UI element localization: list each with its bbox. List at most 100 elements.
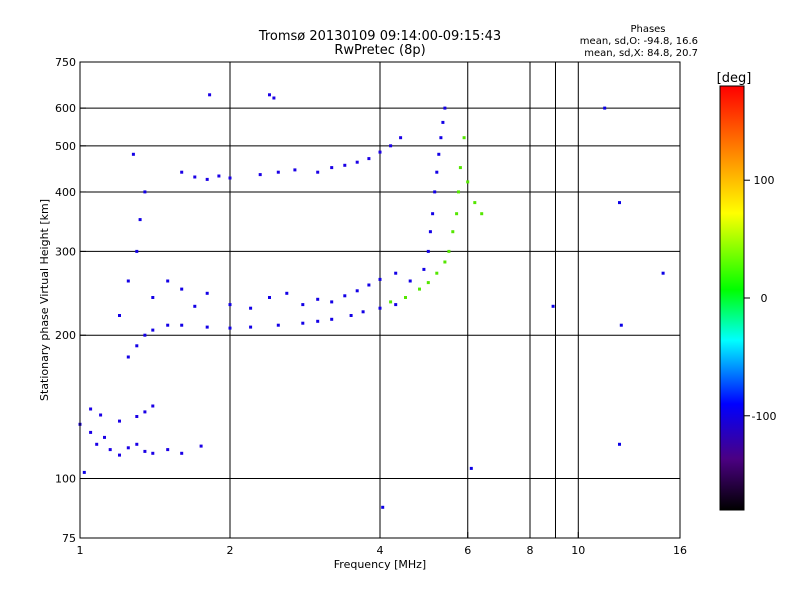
data-point: [193, 175, 197, 179]
data-point: [443, 106, 447, 110]
y-tick-label: 400: [55, 186, 76, 199]
data-point: [143, 190, 147, 194]
data-point: [82, 470, 86, 474]
x-tick-label: 1: [77, 544, 84, 557]
colorbar-tick-label: -100: [752, 410, 777, 423]
colorbar: [719, 85, 745, 511]
data-point: [108, 448, 112, 452]
chart-subtitle: RwPretec (8p): [334, 43, 425, 58]
data-point: [618, 201, 621, 205]
data-point: [426, 249, 430, 253]
data-point: [135, 415, 139, 418]
data-point: [431, 212, 435, 216]
colorbar-ticks: 100 0 -100: [744, 174, 776, 423]
data-point: [180, 323, 184, 327]
data-point: [469, 466, 473, 470]
data-point: [399, 136, 403, 140]
data-point: [89, 430, 93, 434]
colorbar-tick-label: 0: [761, 292, 768, 305]
data-point: [151, 296, 155, 299]
grid-layer: [80, 62, 680, 538]
data-point: [272, 96, 276, 100]
data-point: [418, 287, 421, 291]
data-point: [480, 212, 484, 216]
data-point: [455, 212, 459, 216]
data-point: [394, 303, 398, 307]
y-axis-label: Stationary phase Virtual Height [km]: [38, 199, 51, 401]
data-point: [349, 314, 353, 317]
data-point: [443, 260, 447, 264]
data-point: [205, 291, 209, 295]
data-point: [355, 289, 359, 293]
data-point: [166, 279, 170, 283]
y-tick-label: 300: [55, 245, 76, 258]
data-point: [276, 323, 280, 327]
data-point: [180, 451, 184, 455]
data-point: [433, 190, 437, 194]
data-point: [428, 230, 432, 234]
x-tick-label: 2: [227, 544, 234, 557]
data-point: [389, 144, 393, 148]
data-point: [618, 442, 621, 446]
data-point: [361, 310, 365, 314]
colorbar-tick-label: 100: [754, 174, 775, 187]
annotation-line-o: mean, sd,O: -94.8, 16.6: [580, 36, 698, 47]
y-tick-label: 200: [55, 329, 76, 342]
x-axis-label: Frequency [MHz]: [334, 558, 426, 571]
data-point: [118, 314, 121, 317]
data-point: [458, 166, 462, 170]
data-point: [151, 328, 155, 332]
data-point: [95, 442, 99, 446]
data-point: [135, 249, 139, 253]
data-point: [378, 277, 382, 281]
data-point: [441, 120, 445, 124]
data-point: [138, 218, 142, 222]
data-point: [462, 136, 466, 140]
data-point: [249, 325, 253, 329]
data-point: [422, 267, 426, 271]
data-point: [330, 317, 334, 321]
data-point: [473, 201, 477, 205]
data-point: [301, 303, 305, 307]
data-point: [408, 279, 412, 283]
data-point: [143, 449, 147, 453]
data-point: [180, 170, 184, 174]
x-tick-label: 8: [527, 544, 534, 557]
data-point: [143, 333, 147, 337]
y-tick-label: 100: [55, 473, 76, 486]
data-point: [439, 136, 443, 140]
y-axis: 75 100 200 300 400 500 600 750: [55, 56, 86, 545]
data-point: [208, 93, 212, 97]
data-point: [228, 176, 232, 180]
chart-title: Tromsø 20130109 09:14:00-09:15:43: [258, 29, 501, 44]
data-point: [343, 163, 347, 167]
data-point: [394, 271, 398, 275]
data-point: [301, 321, 305, 325]
y-tick-label: 600: [55, 102, 76, 115]
data-point: [228, 326, 232, 330]
data-point: [205, 325, 209, 329]
data-point: [457, 190, 460, 194]
data-point: [343, 294, 347, 298]
data-point: [381, 505, 385, 509]
data-point: [276, 170, 280, 174]
data-point: [193, 304, 197, 308]
data-point: [316, 319, 320, 323]
data-point: [285, 291, 289, 295]
data-point: [551, 304, 555, 308]
data-point: [249, 306, 253, 310]
data-point: [126, 279, 130, 283]
data-point: [228, 303, 232, 307]
data-point: [378, 150, 382, 154]
data-point: [131, 152, 135, 156]
data-point: [426, 281, 430, 285]
data-point: [199, 444, 203, 448]
annotation-line-x: mean, sd,X: 84.8, 20.7: [584, 48, 698, 59]
data-point: [118, 453, 121, 457]
data-point: [258, 173, 262, 177]
data-point: [619, 323, 623, 327]
data-point: [661, 271, 665, 275]
data-point: [293, 168, 297, 172]
y-tick-label: 500: [55, 140, 76, 153]
